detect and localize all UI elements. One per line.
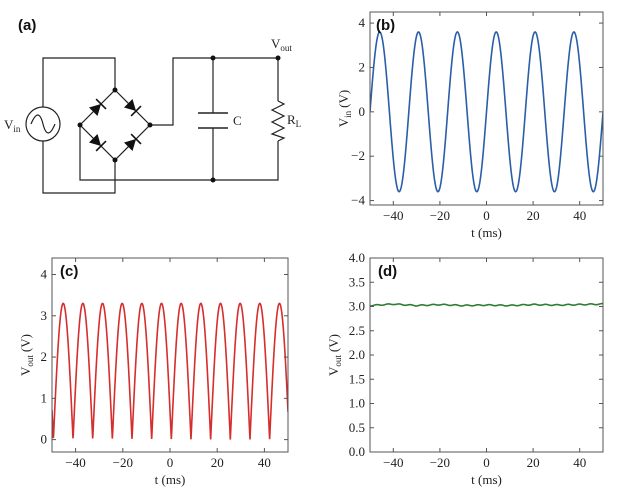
panel-label: (b) xyxy=(376,17,395,34)
y-axis-label-unit: (V) xyxy=(336,90,351,108)
y-axis-label-main: V xyxy=(18,366,33,376)
x-tick-label: −40 xyxy=(65,455,85,470)
circuit-diagram: (a) xyxy=(4,17,301,194)
diode-icon xyxy=(89,98,107,116)
series-line xyxy=(370,302,603,307)
x-tick-label: −40 xyxy=(383,208,403,223)
y-tick-label: 4 xyxy=(41,267,48,282)
wire-source-top xyxy=(42,57,116,107)
bridge-rectifier xyxy=(79,89,151,161)
x-tick-label: −20 xyxy=(113,455,133,470)
wire-source-bottom xyxy=(42,141,116,194)
panel-label-a: (a) xyxy=(18,17,36,34)
y-tick-label: 0 xyxy=(41,432,48,447)
y-tick-label: 4 xyxy=(359,15,366,30)
capacitor-icon xyxy=(198,112,228,129)
panel-label: (c) xyxy=(60,263,78,280)
y-axis-label: Vin (V) xyxy=(336,90,353,127)
y-tick-label: 1.0 xyxy=(349,396,365,411)
y-axis-label: Vout (V) xyxy=(326,334,343,376)
resistor-label: RL xyxy=(287,112,301,129)
wire-right-node xyxy=(150,57,278,126)
y-axis-label-sub: in xyxy=(343,110,353,118)
y-tick-label: 2 xyxy=(359,59,366,74)
vout-label: Vout xyxy=(271,36,292,53)
x-tick-label: 0 xyxy=(167,455,174,470)
y-axis-label-main: V xyxy=(326,366,341,376)
y-tick-label: 0.5 xyxy=(349,420,365,435)
node-dots xyxy=(77,55,281,183)
x-tick-label: 20 xyxy=(527,208,540,223)
x-tick-label: 40 xyxy=(258,455,271,470)
x-axis-label: t (ms) xyxy=(471,225,502,240)
panel-label: (d) xyxy=(378,263,397,280)
y-tick-label: −2 xyxy=(351,148,365,163)
resistor-icon xyxy=(270,100,286,142)
capacitor-label: C xyxy=(233,113,242,128)
x-tick-label: 20 xyxy=(211,455,224,470)
y-tick-label: 0 xyxy=(359,104,366,119)
chart-panel-c: −40 −20 0 20 40 0 1 2 3 4 t (ms) Vout (V) (c) xyxy=(18,257,289,487)
y-tick-label: 3.0 xyxy=(349,299,365,314)
y-tick-label: 2.0 xyxy=(349,347,365,362)
y-tick-label: 2.5 xyxy=(349,323,365,338)
series-line xyxy=(370,31,603,193)
series-line xyxy=(52,302,288,440)
diode-icon xyxy=(124,99,142,117)
wire-res xyxy=(213,58,279,181)
y-tick-label: 0.0 xyxy=(349,444,365,459)
y-tick-label: 1.5 xyxy=(349,371,365,386)
x-tick-label: 0 xyxy=(483,455,490,470)
y-tick-label: 2 xyxy=(41,349,48,364)
diode-icon xyxy=(124,133,142,151)
y-tick-label: −4 xyxy=(351,193,365,208)
y-tick-label: 1 xyxy=(41,390,48,405)
plot-frame xyxy=(369,257,604,453)
x-axis-label: t (ms) xyxy=(155,472,186,487)
y-axis-label-sub: out xyxy=(333,355,343,367)
wire-left-node xyxy=(79,125,213,181)
y-axis-label-unit: (V) xyxy=(326,334,341,352)
y-axis-label-main: V xyxy=(336,117,351,127)
vin-label: Vin xyxy=(4,117,21,134)
chart-panel-d: −40 −20 0 20 40 0.0 0.5 1.0 1.5 2.0 2.5 3.0 3.5 4.0 t … xyxy=(326,250,604,487)
y-axis-label-unit: (V) xyxy=(18,334,33,352)
x-tick-label: 40 xyxy=(573,208,586,223)
ac-source-icon xyxy=(25,106,61,142)
y-tick-label: 3 xyxy=(41,308,48,323)
x-tick-label: 0 xyxy=(483,208,490,223)
x-axis-label: t (ms) xyxy=(471,472,502,487)
diode-icon xyxy=(89,134,107,152)
x-tick-label: 20 xyxy=(527,455,540,470)
x-tick-label: −40 xyxy=(383,455,403,470)
y-tick-label: 4.0 xyxy=(349,250,365,265)
x-tick-label: 40 xyxy=(573,455,586,470)
y-axis-label-sub: out xyxy=(25,355,35,367)
x-tick-label: −20 xyxy=(430,455,450,470)
y-axis-label: Vout (V) xyxy=(18,334,35,376)
y-tick-label: 3.5 xyxy=(349,274,365,289)
x-tick-label: −20 xyxy=(430,208,450,223)
